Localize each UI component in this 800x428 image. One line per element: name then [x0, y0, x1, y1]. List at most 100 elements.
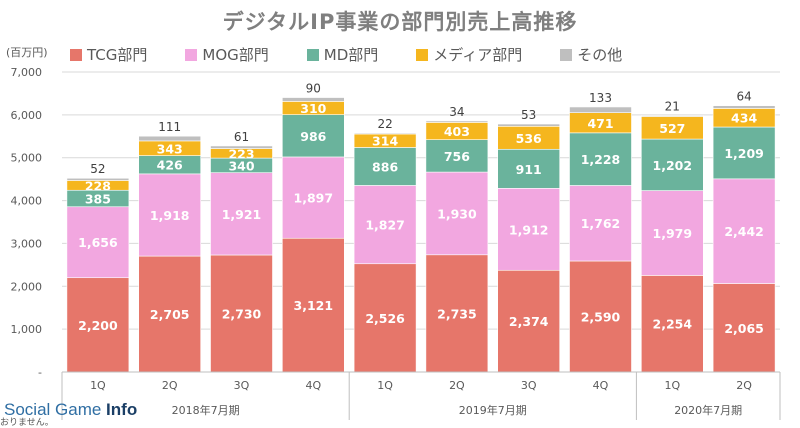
- legend-item: MOG部門: [185, 44, 269, 65]
- bar-segment: [138, 173, 201, 257]
- footnote: おりません。: [0, 418, 54, 428]
- bar-segment: [66, 277, 130, 373]
- data-label: 223: [228, 146, 254, 161]
- legend-swatch: [185, 48, 198, 61]
- legend-label: メディア部門: [433, 46, 523, 64]
- legend-item: MD部門: [306, 44, 379, 65]
- data-label: 314: [372, 134, 398, 149]
- legend-label: その他: [577, 46, 623, 64]
- data-label: 1,827: [365, 218, 405, 233]
- bar-segment: [497, 148, 561, 189]
- bar-segment: [281, 237, 345, 373]
- x-group-label: 2019年7月期: [459, 403, 527, 417]
- y-tick-label: 5,000: [11, 152, 43, 165]
- x-tick-label: 4Q: [305, 379, 321, 392]
- data-label: 228: [85, 178, 111, 193]
- bar-segment: [497, 188, 561, 271]
- legend-swatch: [306, 48, 319, 61]
- data-label: 34: [449, 105, 464, 119]
- x-group-label: 2018年7月期: [172, 403, 240, 417]
- bar-segment: [138, 255, 201, 373]
- data-label: 64: [736, 90, 751, 104]
- data-label: 2,730: [222, 307, 262, 322]
- data-label: 1,979: [653, 226, 693, 241]
- data-label: 886: [372, 159, 398, 174]
- data-label: 2,200: [78, 318, 118, 333]
- data-label: 911: [516, 162, 542, 177]
- bar-segment: [712, 178, 776, 284]
- data-label: 2,735: [437, 306, 477, 321]
- data-label: 527: [659, 121, 685, 136]
- bar-segment: [281, 156, 345, 239]
- y-tick-label: 2,000: [11, 280, 43, 293]
- y-tick-label: 7,000: [11, 66, 43, 79]
- data-label: 1,897: [294, 191, 334, 206]
- x-tick-label: 2Q: [449, 379, 465, 392]
- bar-segment: [210, 172, 273, 256]
- legend-item: その他: [560, 44, 622, 65]
- bar-segment: [640, 115, 704, 117]
- bar-segment: [640, 190, 704, 276]
- x-tick-label: 3Q: [234, 379, 250, 392]
- x-tick-label: 2Q: [162, 379, 178, 392]
- bar-segment: [712, 105, 776, 109]
- bar-segment: [712, 126, 776, 180]
- data-label: 1,912: [509, 222, 549, 237]
- data-label: 2,590: [581, 310, 621, 325]
- legend-label: MOG部門: [202, 46, 269, 64]
- data-label: 52: [90, 162, 105, 176]
- legend-swatch: [560, 48, 573, 61]
- legend-label: TCG部門: [87, 46, 148, 64]
- data-label: 2,254: [653, 317, 693, 332]
- data-label: 2,705: [150, 307, 190, 322]
- data-label: 1,209: [724, 146, 764, 161]
- y-tick-label: 4,000: [11, 195, 43, 208]
- data-label: 1,921: [222, 207, 262, 222]
- x-tick-label: 1Q: [377, 379, 393, 392]
- data-label: 471: [587, 116, 613, 131]
- legend-swatch: [70, 48, 82, 61]
- data-label: 1,930: [437, 206, 477, 221]
- bar-segment: [281, 97, 345, 102]
- bar-segment: [640, 275, 704, 373]
- data-label: 61: [234, 130, 249, 144]
- data-label: 1,202: [653, 158, 693, 173]
- data-label: 21: [665, 100, 680, 114]
- bar-segment: [66, 206, 130, 279]
- data-label: 385: [85, 191, 111, 206]
- data-label: 1,762: [581, 216, 621, 231]
- watermark-logo: Social Game Info: [4, 400, 137, 420]
- data-label: 310: [300, 101, 326, 116]
- bar-segment: [497, 123, 561, 127]
- legend: TCG部門 MOG部門 MD部門 メディア部門 その他: [70, 44, 790, 65]
- x-tick-label: 1Q: [90, 379, 106, 392]
- y-tick-label: 1,000: [11, 323, 43, 336]
- legend-label: MD部門: [323, 46, 379, 64]
- bar-segment: [425, 120, 489, 123]
- bar-segment: [425, 139, 489, 173]
- data-label: 1,656: [78, 235, 118, 250]
- bar-segment: [210, 254, 273, 373]
- data-label: 1,228: [581, 152, 621, 167]
- data-label: 434: [731, 111, 757, 126]
- bar-segment: [66, 177, 130, 181]
- bar-segment: [353, 185, 417, 265]
- data-label: 2,442: [724, 224, 764, 239]
- bar-segment: [569, 132, 632, 186]
- bar-segment: [497, 269, 561, 373]
- bar-segment: [210, 145, 273, 149]
- bar-segment: [569, 106, 632, 113]
- data-label: 2,374: [509, 314, 549, 329]
- x-tick-label: 1Q: [664, 379, 680, 392]
- data-label: 111: [158, 120, 181, 134]
- bar-segment: [425, 254, 489, 373]
- watermark-text: Social Game: [4, 400, 107, 419]
- bar-segment: [138, 135, 201, 142]
- data-label: 426: [157, 158, 183, 173]
- bar-segment: [353, 132, 417, 135]
- data-label: 403: [444, 124, 470, 139]
- bar-segment: [353, 263, 417, 373]
- bar-segment: [425, 171, 489, 256]
- y-tick-label: -: [38, 366, 42, 379]
